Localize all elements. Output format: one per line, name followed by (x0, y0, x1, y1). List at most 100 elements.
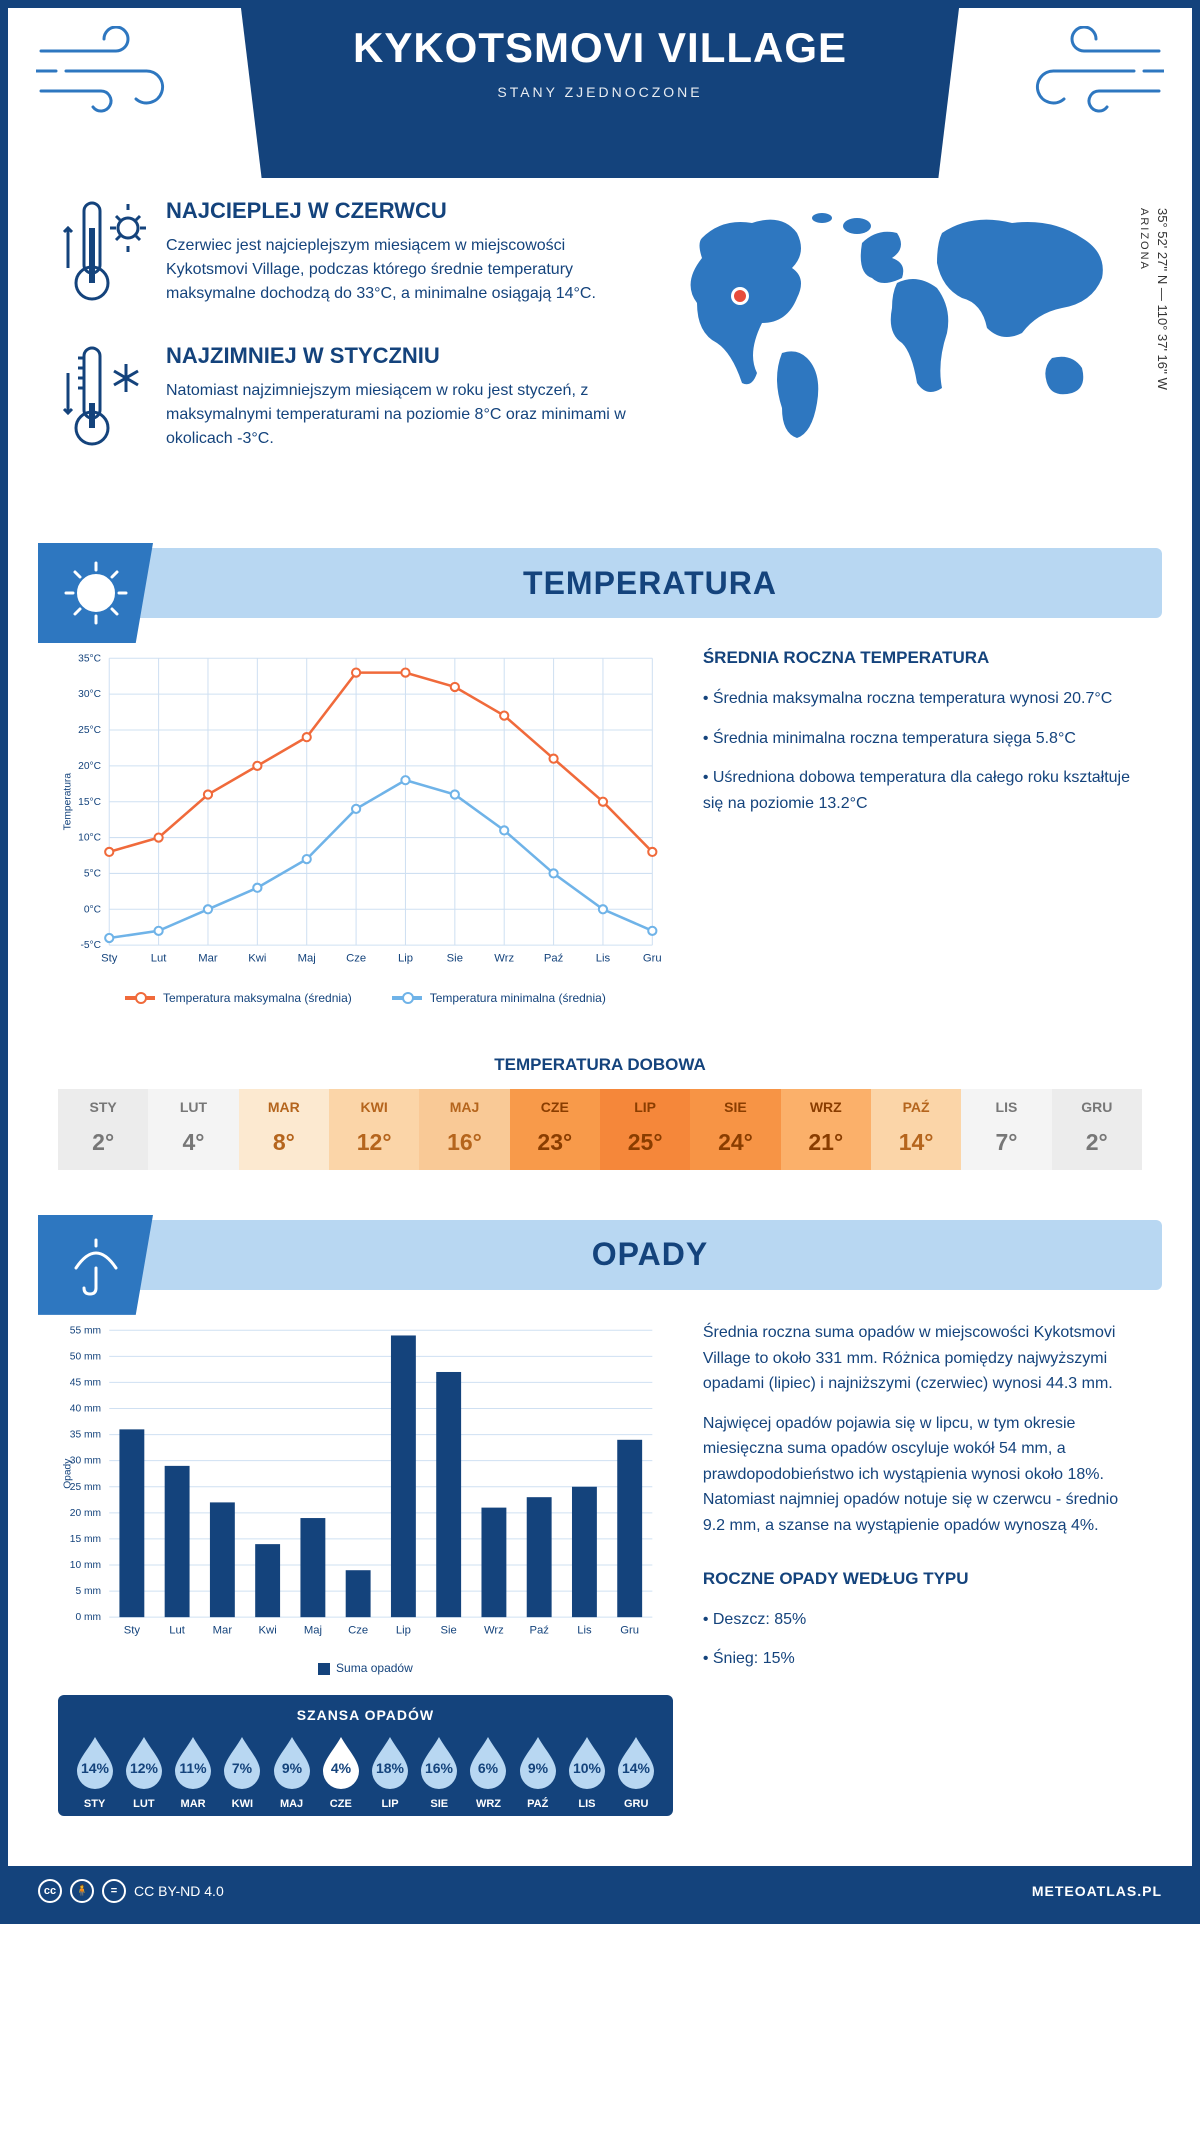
svg-text:Gru: Gru (620, 1624, 639, 1636)
umbrella-icon (38, 1215, 153, 1315)
svg-text:-5°C: -5°C (80, 940, 101, 951)
svg-text:55 mm: 55 mm (70, 1325, 101, 1336)
svg-text:35°C: 35°C (78, 653, 101, 664)
svg-text:14%: 14% (81, 1760, 110, 1776)
daily-temp-cell: MAJ16° (419, 1089, 509, 1170)
precip-type-line: • Śnieg: 15% (703, 1646, 1142, 1672)
chance-drop: 16%SIE (415, 1733, 464, 1810)
svg-text:0°C: 0°C (84, 904, 101, 915)
cold-fact: NAJZIMNIEJ W STYCZNIU Natomiast najzimni… (58, 343, 632, 458)
svg-text:Wrz: Wrz (494, 953, 514, 965)
precipitation-bar-chart: 0 mm5 mm10 mm15 mm20 mm25 mm30 mm35 mm40… (58, 1320, 673, 1816)
svg-text:11%: 11% (179, 1760, 207, 1776)
coordinates: 35° 52' 27'' N — 110° 37' 16'' W (1155, 208, 1170, 390)
svg-text:Paź: Paź (529, 1624, 549, 1636)
precip-p1: Średnia roczna suma opadów w miejscowośc… (703, 1320, 1142, 1397)
chance-drop: 10%LIS (562, 1733, 611, 1810)
svg-text:6%: 6% (478, 1760, 499, 1776)
daily-temp-cell: PAŹ14° (871, 1089, 961, 1170)
svg-text:Sty: Sty (124, 1624, 141, 1636)
temperature-title: TEMPERATURA (523, 565, 777, 602)
chance-drop: 4%CZE (316, 1733, 365, 1810)
title-banner: KYKOTSMOVI VILLAGE STANY ZJEDNOCZONE (240, 0, 960, 178)
chance-drop: 18%LIP (365, 1733, 414, 1810)
world-map: 35° 52' 27'' N — 110° 37' 16'' W ARIZONA (662, 198, 1142, 488)
svg-text:9%: 9% (281, 1760, 302, 1776)
svg-text:Kwi: Kwi (248, 953, 266, 965)
chance-drop: 6%WRZ (464, 1733, 513, 1810)
svg-text:Maj: Maj (298, 953, 316, 965)
precip-type-line: • Deszcz: 85% (703, 1607, 1142, 1633)
summary-line: • Uśredniona dobowa temperatura dla całe… (703, 765, 1142, 816)
nd-icon: = (102, 1879, 126, 1903)
precipitation-section-header: OPADY (38, 1220, 1162, 1290)
svg-text:Wrz: Wrz (484, 1624, 504, 1636)
header: KYKOTSMOVI VILLAGE STANY ZJEDNOCZONE (8, 8, 1192, 178)
thermometer-cold-icon (58, 343, 148, 458)
wind-icon (1014, 26, 1164, 121)
summary-line: • Średnia minimalna roczna temperatura s… (703, 726, 1142, 752)
precip-type-heading: ROCZNE OPADY WEDŁUG TYPU (703, 1569, 1142, 1589)
svg-text:5°C: 5°C (84, 869, 101, 880)
svg-text:35 mm: 35 mm (70, 1430, 101, 1441)
svg-text:Lis: Lis (577, 1624, 592, 1636)
chance-drop: 7%KWI (218, 1733, 267, 1810)
svg-text:Lis: Lis (596, 953, 611, 965)
chance-drop: 12%LUT (119, 1733, 168, 1810)
chance-drop: 14%STY (70, 1733, 119, 1810)
svg-text:Mar: Mar (198, 953, 218, 965)
svg-text:Gru: Gru (643, 953, 662, 965)
daily-temp-cell: STY2° (58, 1089, 148, 1170)
svg-text:7%: 7% (232, 1760, 253, 1776)
daily-temp-cell: LIP25° (600, 1089, 690, 1170)
daily-temp-cell: LIS7° (961, 1089, 1051, 1170)
svg-text:Lip: Lip (396, 1624, 411, 1636)
svg-text:18%: 18% (376, 1760, 405, 1776)
svg-text:50 mm: 50 mm (70, 1351, 101, 1362)
svg-text:Mar: Mar (213, 1624, 233, 1636)
svg-text:Lut: Lut (169, 1624, 186, 1636)
warm-fact: NAJCIEPLEJ W CZERWCU Czerwiec jest najci… (58, 198, 632, 313)
daily-temp-cell: LUT4° (148, 1089, 238, 1170)
site-name: METEOATLAS.PL (1032, 1883, 1162, 1899)
legend-max: .leg-swatch[style*='f06a3b']::after{bord… (125, 991, 352, 1005)
chance-drop: 14%GRU (612, 1733, 661, 1810)
thermometer-hot-icon (58, 198, 148, 313)
by-icon: 🧍 (70, 1879, 94, 1903)
temperature-section-header: TEMPERATURA (38, 548, 1162, 618)
svg-text:Sty: Sty (101, 953, 118, 965)
wind-icon (36, 26, 186, 121)
chance-title: SZANSA OPADÓW (70, 1707, 661, 1723)
sun-icon (38, 543, 153, 643)
state-label: ARIZONA (1138, 208, 1150, 271)
svg-text:4%: 4% (331, 1760, 352, 1776)
temperature-summary: ŚREDNIA ROCZNA TEMPERATURA • Średnia mak… (703, 648, 1142, 1005)
daily-temp-cell: CZE23° (510, 1089, 600, 1170)
svg-text:Opady: Opady (62, 1458, 73, 1489)
daily-temp-cell: SIE24° (690, 1089, 780, 1170)
svg-text:30°C: 30°C (78, 689, 101, 700)
svg-text:15°C: 15°C (78, 797, 101, 808)
svg-text:10 mm: 10 mm (70, 1560, 101, 1571)
svg-text:25 mm: 25 mm (70, 1482, 101, 1493)
chance-drop: 9%MAJ (267, 1733, 316, 1810)
license-text: CC BY-ND 4.0 (134, 1883, 224, 1899)
svg-text:Paź: Paź (544, 953, 564, 965)
svg-text:45 mm: 45 mm (70, 1377, 101, 1388)
daily-temp-cell: GRU2° (1052, 1089, 1142, 1170)
warm-text: Czerwiec jest najcieplejszym miesiącem w… (166, 234, 632, 306)
cc-icon: cc (38, 1879, 62, 1903)
daily-temp-cell: WRZ21° (781, 1089, 871, 1170)
precipitation-text: Średnia roczna suma opadów w miejscowośc… (703, 1320, 1142, 1816)
svg-text:Lut: Lut (151, 953, 168, 965)
svg-text:10°C: 10°C (78, 833, 101, 844)
svg-text:14%: 14% (622, 1760, 651, 1776)
svg-text:40 mm: 40 mm (70, 1403, 101, 1414)
precipitation-title: OPADY (592, 1236, 708, 1273)
svg-text:0 mm: 0 mm (75, 1612, 101, 1623)
svg-text:Kwi: Kwi (259, 1624, 277, 1636)
svg-text:16%: 16% (425, 1760, 454, 1776)
svg-text:5 mm: 5 mm (75, 1586, 101, 1597)
footer: cc 🧍 = CC BY-ND 4.0 METEOATLAS.PL (8, 1866, 1192, 1916)
page-title: KYKOTSMOVI VILLAGE (270, 24, 930, 72)
